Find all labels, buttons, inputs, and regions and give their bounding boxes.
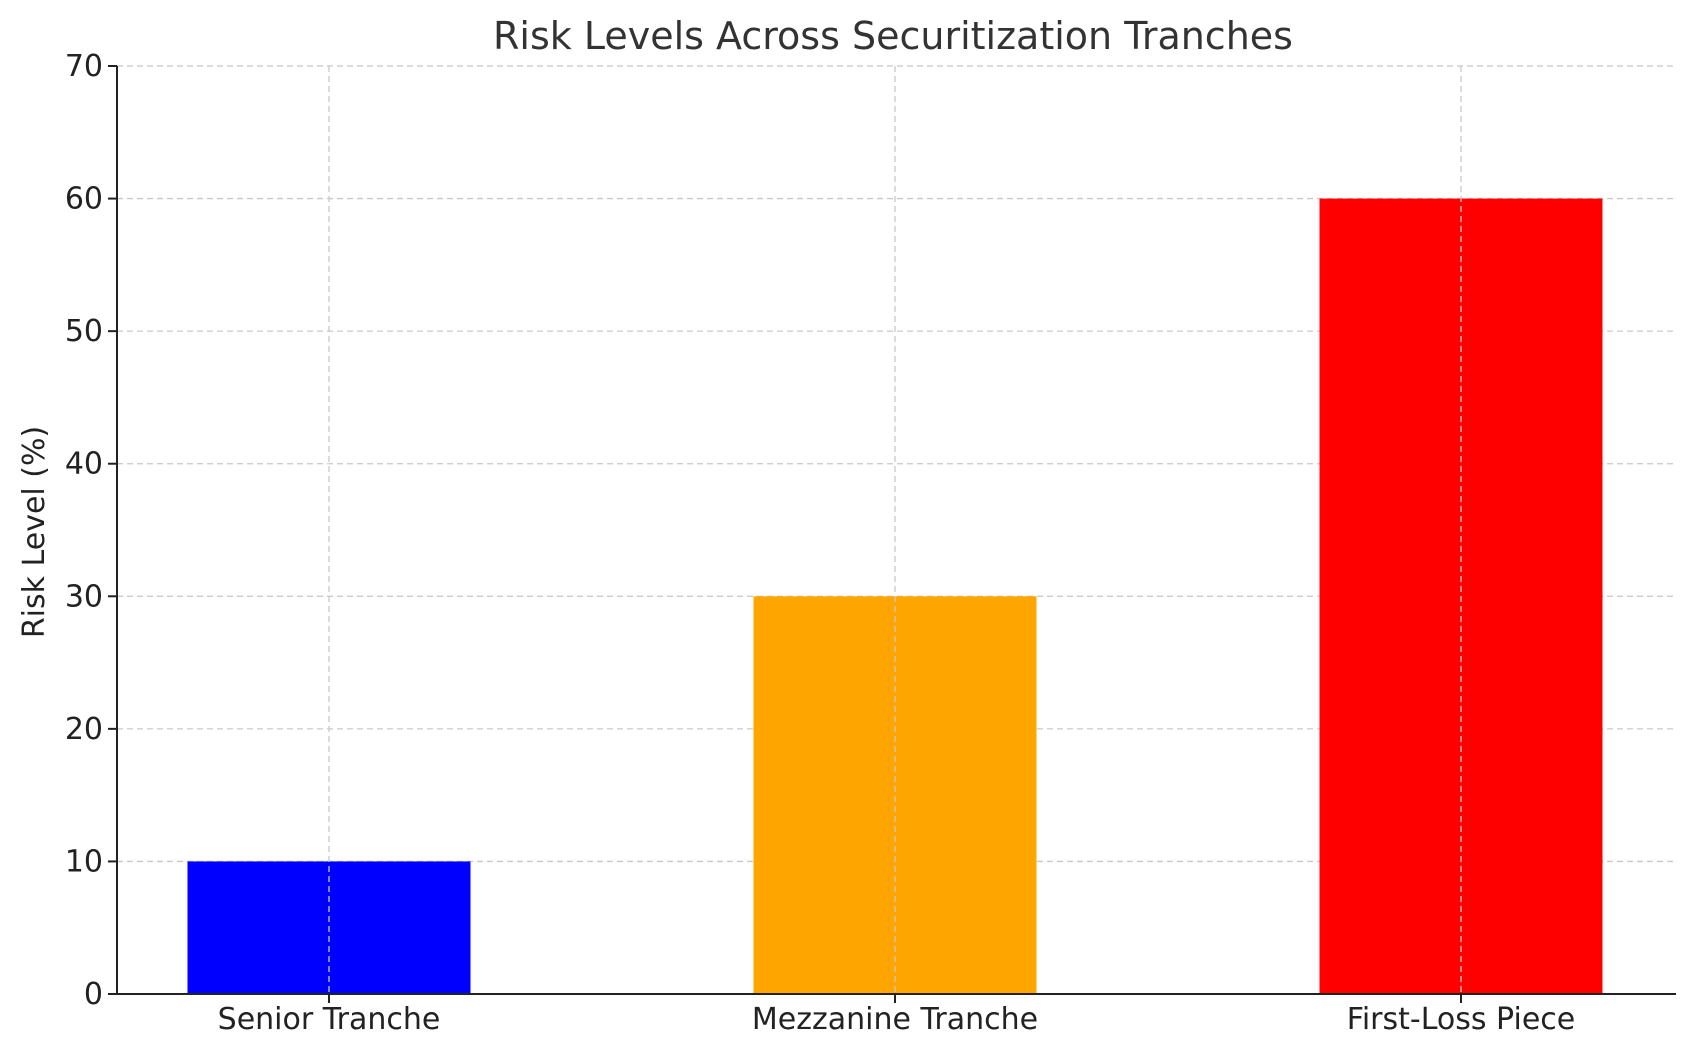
x-tick-label: Senior Tranche — [218, 1002, 441, 1037]
y-tick-label: 70 — [65, 49, 103, 84]
y-tick-label: 60 — [65, 182, 103, 217]
bar-1 — [753, 596, 1037, 994]
vertical-grid-layer — [328, 66, 1462, 994]
tick-label-layer: 0 10 20 30 40 50 60 70 Senior Tranche Mezzanine T… — [65, 49, 1575, 1037]
x-tick-label: Mezzanine Tranche — [752, 1002, 1038, 1037]
chart-title: Risk Levels Across Securitization Tranch… — [493, 14, 1293, 58]
y-tick-label: 50 — [65, 314, 103, 349]
y-axis-label: Risk Level (%) — [17, 426, 52, 638]
x-tick-label: First-Loss Piece — [1347, 1002, 1575, 1037]
y-tick-label: 20 — [65, 712, 103, 747]
bar-layer — [187, 198, 1603, 995]
y-tick-label: 10 — [65, 844, 103, 879]
axis-layer — [108, 65, 1676, 1003]
y-tick-label: 0 — [84, 977, 103, 1012]
y-tick-label: 40 — [65, 447, 103, 482]
y-tick-label: 30 — [65, 579, 103, 614]
